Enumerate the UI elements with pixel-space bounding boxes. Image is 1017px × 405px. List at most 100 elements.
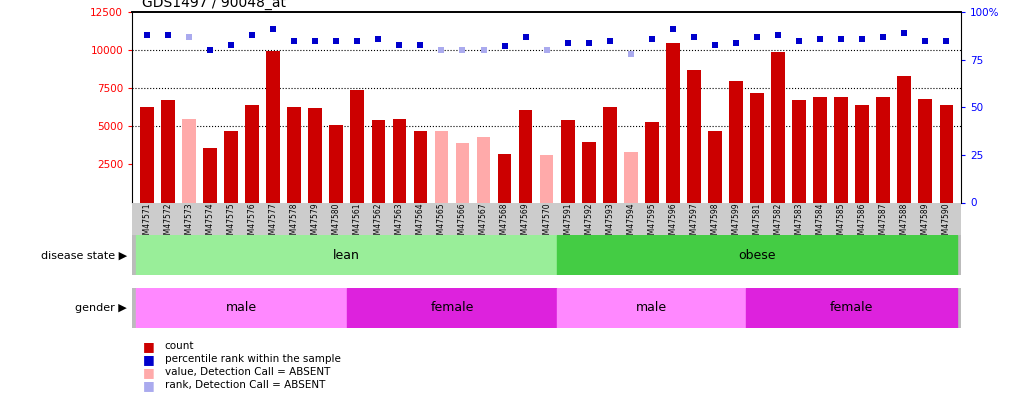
Bar <box>792 100 805 202</box>
Bar <box>666 43 679 202</box>
Bar <box>603 107 616 202</box>
Text: GSM47593: GSM47593 <box>605 202 614 244</box>
Text: GSM47579: GSM47579 <box>311 202 319 244</box>
Bar <box>182 119 196 202</box>
Bar <box>708 131 722 202</box>
Text: GSM47597: GSM47597 <box>690 202 699 244</box>
Text: GSM47587: GSM47587 <box>879 202 888 244</box>
Text: gender ▶: gender ▶ <box>75 303 127 313</box>
Bar <box>687 70 701 202</box>
Bar <box>136 235 557 275</box>
Text: GSM47569: GSM47569 <box>521 202 530 244</box>
Bar <box>940 105 953 202</box>
Text: GSM47598: GSM47598 <box>711 202 719 244</box>
Text: GSM47594: GSM47594 <box>626 202 636 244</box>
Text: GSM47583: GSM47583 <box>794 202 803 244</box>
Text: GSM47596: GSM47596 <box>668 202 677 244</box>
Text: GSM47572: GSM47572 <box>164 202 173 244</box>
Bar <box>645 122 659 202</box>
Text: GSM47580: GSM47580 <box>332 202 341 244</box>
Bar <box>557 235 957 275</box>
Bar <box>203 148 217 202</box>
Bar <box>161 100 175 202</box>
Text: ■: ■ <box>142 379 155 392</box>
Text: GSM47564: GSM47564 <box>416 202 425 244</box>
Bar <box>877 98 890 202</box>
Text: GSM47577: GSM47577 <box>268 202 278 244</box>
Text: rank, Detection Call = ABSENT: rank, Detection Call = ABSENT <box>165 380 325 390</box>
Bar <box>729 81 742 202</box>
Text: lean: lean <box>334 249 360 262</box>
Text: obese: obese <box>738 249 776 262</box>
Text: GSM47599: GSM47599 <box>731 202 740 244</box>
Text: GSM47590: GSM47590 <box>942 202 951 244</box>
Text: GSM47574: GSM47574 <box>205 202 215 244</box>
Bar <box>266 51 280 202</box>
Bar <box>624 152 638 202</box>
Text: GSM47566: GSM47566 <box>458 202 467 244</box>
Text: ■: ■ <box>142 366 155 379</box>
Text: disease state ▶: disease state ▶ <box>41 250 127 260</box>
Text: count: count <box>165 341 194 351</box>
Text: GSM47565: GSM47565 <box>437 202 445 244</box>
Bar <box>434 131 448 202</box>
Text: GSM47582: GSM47582 <box>774 202 782 244</box>
Bar <box>834 98 848 202</box>
Text: GSM47588: GSM47588 <box>900 202 909 244</box>
Text: GSM47581: GSM47581 <box>753 202 762 244</box>
Text: GSM47562: GSM47562 <box>374 202 382 244</box>
Bar <box>224 131 238 202</box>
Bar <box>136 288 347 328</box>
Text: percentile rank within the sample: percentile rank within the sample <box>165 354 341 364</box>
Text: GSM47578: GSM47578 <box>290 202 299 244</box>
Bar <box>557 288 746 328</box>
Bar <box>751 93 764 202</box>
Bar <box>540 155 553 202</box>
Bar <box>347 288 557 328</box>
Text: GSM47573: GSM47573 <box>184 202 193 244</box>
Text: GSM47568: GSM47568 <box>500 202 510 244</box>
Bar <box>497 154 512 202</box>
Text: GSM47585: GSM47585 <box>837 202 846 244</box>
Bar <box>393 119 406 202</box>
Bar <box>519 110 533 202</box>
Text: GSM47576: GSM47576 <box>247 202 256 244</box>
Text: ■: ■ <box>142 353 155 366</box>
Text: GDS1497 / 90048_at: GDS1497 / 90048_at <box>142 0 287 10</box>
Bar <box>560 120 575 202</box>
Bar <box>477 137 490 202</box>
Text: male: male <box>226 301 257 314</box>
Text: GSM47571: GSM47571 <box>142 202 152 244</box>
Text: GSM47595: GSM47595 <box>648 202 656 244</box>
Bar <box>414 131 427 202</box>
Bar <box>918 99 933 202</box>
Text: GSM47589: GSM47589 <box>920 202 930 244</box>
Bar <box>582 142 596 202</box>
Bar <box>746 288 957 328</box>
Text: ■: ■ <box>142 340 155 353</box>
Bar <box>330 125 343 202</box>
Bar <box>897 76 911 202</box>
Text: GSM47592: GSM47592 <box>584 202 593 244</box>
Bar <box>855 105 870 202</box>
Bar <box>140 107 154 202</box>
Bar <box>351 90 364 202</box>
Bar <box>245 105 259 202</box>
Text: GSM47586: GSM47586 <box>857 202 866 244</box>
Bar <box>288 107 301 202</box>
Text: GSM47591: GSM47591 <box>563 202 573 244</box>
Text: GSM47561: GSM47561 <box>353 202 362 244</box>
Text: female: female <box>830 301 874 314</box>
Bar <box>771 52 785 202</box>
Text: GSM47584: GSM47584 <box>816 202 825 244</box>
Bar <box>456 143 469 202</box>
Text: female: female <box>430 301 474 314</box>
Bar <box>371 120 385 202</box>
Text: GSM47567: GSM47567 <box>479 202 488 244</box>
Text: male: male <box>637 301 667 314</box>
Text: value, Detection Call = ABSENT: value, Detection Call = ABSENT <box>165 367 331 377</box>
Text: GSM47575: GSM47575 <box>227 202 236 244</box>
Text: GSM47563: GSM47563 <box>395 202 404 244</box>
Bar <box>814 98 827 202</box>
Text: GSM47570: GSM47570 <box>542 202 551 244</box>
